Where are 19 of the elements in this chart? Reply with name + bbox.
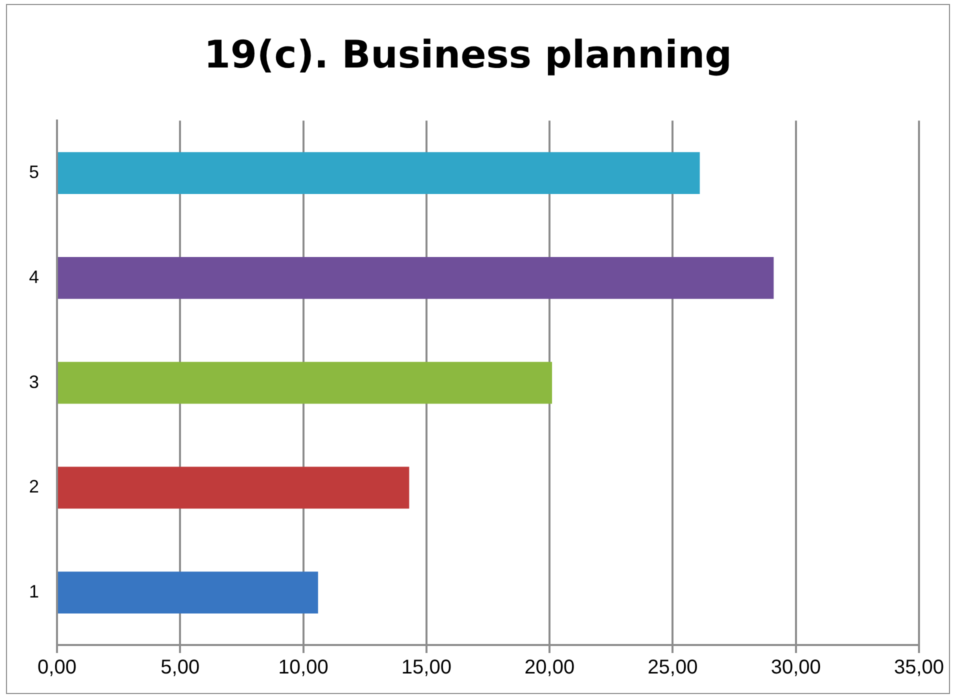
bar (58, 152, 700, 194)
y-tick-label: 3 (28, 372, 40, 392)
x-tick-label: 30,00 (770, 656, 821, 679)
x-tick-label: 35,00 (894, 656, 944, 679)
y-tick-label: 4 (28, 266, 40, 287)
x-tick-label: 5,00 (160, 656, 200, 679)
y-tick-label: 2 (28, 476, 40, 497)
x-tick-label: 25,00 (648, 656, 698, 679)
bar (58, 572, 318, 614)
y-tick-label: 1 (28, 582, 40, 602)
chart-title: 19(c). Business planning (204, 32, 732, 77)
x-tick-label: 20,00 (524, 656, 575, 679)
bar (58, 466, 410, 509)
x-tick-label: 15,00 (401, 656, 452, 679)
x-tick-label: 0,00 (38, 656, 76, 679)
bar (58, 362, 552, 404)
x-tick-label: 10,00 (278, 656, 328, 679)
y-tick-label: 5 (28, 162, 40, 182)
bar (58, 256, 774, 299)
